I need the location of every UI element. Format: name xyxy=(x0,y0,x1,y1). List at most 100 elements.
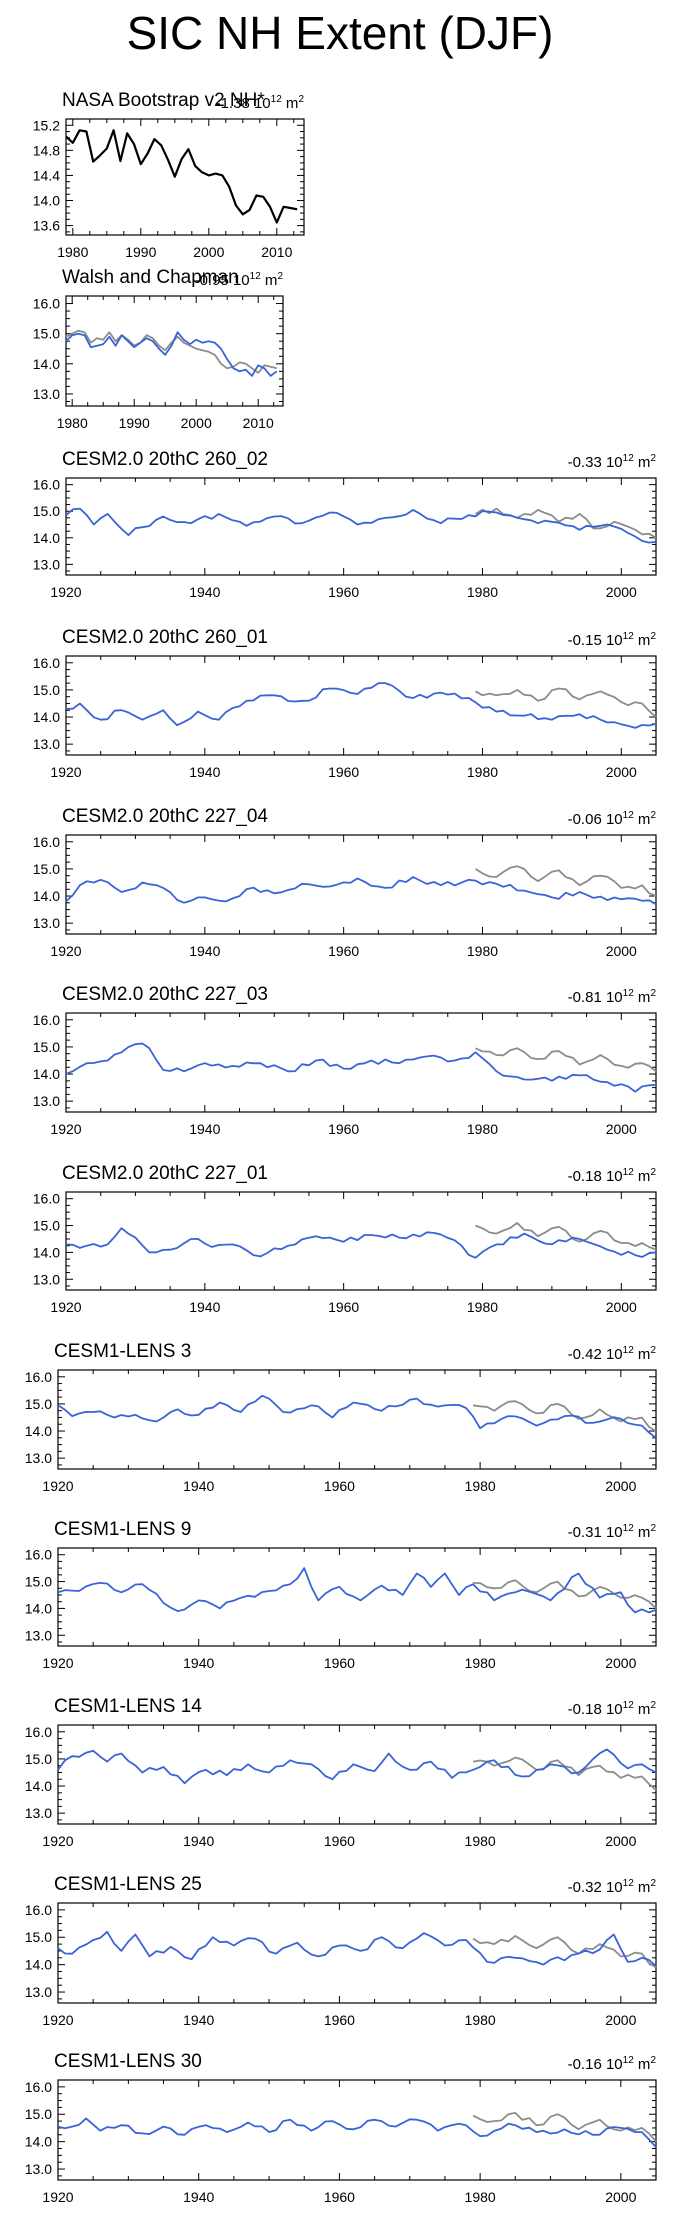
y-tick-label: 15.0 xyxy=(25,1574,52,1590)
y-tick-label: 15.0 xyxy=(25,1929,52,1945)
panel-title: CESM2.0 20thC 227_03 xyxy=(62,984,268,1005)
x-tick-label: 2000 xyxy=(605,1655,636,1671)
x-tick-label: 1920 xyxy=(42,1478,73,1494)
y-tick-label: 16.0 xyxy=(33,296,60,312)
x-tick-label: 2000 xyxy=(606,764,637,780)
y-tick-label: 16.0 xyxy=(25,2079,52,2095)
x-tick-label: 2010 xyxy=(261,244,292,260)
y-tick-label: 15.0 xyxy=(25,2106,52,2122)
x-tick-label: 2000 xyxy=(605,2012,636,2028)
x-tick-label: 1980 xyxy=(57,415,88,431)
trend-label: -1.38 1012 m2 xyxy=(216,94,305,112)
x-tick-label: 1940 xyxy=(189,1121,220,1137)
trend-label: -0.18 1012 m2 xyxy=(568,1700,657,1718)
y-tick-label: 14.0 xyxy=(25,2134,52,2150)
x-tick-label: 1980 xyxy=(465,2189,496,2205)
x-tick-label: 1980 xyxy=(467,584,498,600)
x-tick-label: 1920 xyxy=(50,584,81,600)
y-tick-label: 16.0 xyxy=(25,1369,52,1385)
y-tick-label: 15.0 xyxy=(33,1039,60,1055)
x-tick-label: 1960 xyxy=(328,1299,359,1315)
x-tick-label: 1980 xyxy=(465,2012,496,2028)
plot-frame xyxy=(57,1902,657,2004)
x-tick-label: 2000 xyxy=(606,584,637,600)
chart-panel: 1980 1990 2000 2010 13.6 14.0 14.4 14.8 15.2NASA… xyxy=(33,90,305,260)
x-tick-label: 1980 xyxy=(467,1299,498,1315)
observed-series-line xyxy=(65,129,298,224)
x-tick-label: 1980 xyxy=(465,1655,496,1671)
y-tick-label: 13.0 xyxy=(33,1093,60,1109)
y-tick-label: 16.0 xyxy=(25,1724,52,1740)
plot-frame xyxy=(65,118,305,236)
y-tick-label: 13.0 xyxy=(33,736,60,752)
trend-label: -0.31 1012 m2 xyxy=(568,1523,657,1541)
x-tick-label: 1980 xyxy=(465,1478,496,1494)
x-tick-label: 1960 xyxy=(328,943,359,959)
trend-label: -0.42 1012 m2 xyxy=(568,1345,657,1363)
x-tick-label: 1940 xyxy=(183,1478,214,1494)
x-tick-label: 1980 xyxy=(57,244,88,260)
x-tick-label: 1960 xyxy=(328,584,359,600)
x-tick-label: 1920 xyxy=(50,1299,81,1315)
y-tick-label: 13.0 xyxy=(25,1627,52,1643)
y-tick-label: 13.0 xyxy=(33,386,60,402)
y-tick-label: 14.0 xyxy=(25,1600,52,1616)
trend-label: -0.95 1012 m2 xyxy=(195,271,284,289)
y-tick-label: 14.0 xyxy=(25,1778,52,1794)
model-series-line xyxy=(65,876,657,905)
chart-panel: 1920 1940 1960 1980 2000 13.0 14.0 15.0 16.0CESM… xyxy=(25,1874,657,2028)
y-tick-label: 16.0 xyxy=(25,1547,52,1563)
panel-title: CESM1-LENS 9 xyxy=(54,1519,191,1540)
plot-frame xyxy=(57,1724,657,1825)
y-tick-label: 16.0 xyxy=(33,834,60,850)
chart-panel: 1920 1940 1960 1980 2000 13.0 14.0 15.0 16.0CESM… xyxy=(25,1341,657,1494)
reference-series-line xyxy=(472,1400,657,1432)
y-tick-label: 14.0 xyxy=(33,193,60,209)
panel-title: CESM2.0 20thC 260_02 xyxy=(62,449,268,470)
model-series-line xyxy=(57,1567,657,1614)
x-tick-label: 1940 xyxy=(189,764,220,780)
x-tick-label: 2000 xyxy=(605,1478,636,1494)
plot-frame xyxy=(65,477,657,576)
plot-frame xyxy=(65,655,657,756)
x-tick-label: 1920 xyxy=(50,943,81,959)
x-tick-label: 1920 xyxy=(42,1655,73,1671)
chart-panel: 1920 1940 1960 1980 2000 13.0 14.0 15.0 16.0CESM… xyxy=(33,1163,657,1315)
panel-title: CESM1-LENS 25 xyxy=(54,1874,202,1895)
chart-panel: 1920 1940 1960 1980 2000 13.0 14.0 15.0 16.0CESM… xyxy=(33,449,657,600)
x-tick-label: 2000 xyxy=(606,943,637,959)
x-tick-label: 2000 xyxy=(606,1121,637,1137)
model-series-line xyxy=(57,1930,657,1967)
panel-title: CESM2.0 20thC 260_01 xyxy=(62,627,268,648)
panel-title: CESM1-LENS 14 xyxy=(54,1696,202,1717)
y-tick-label: 14.4 xyxy=(33,167,60,183)
x-tick-label: 1920 xyxy=(42,2012,73,2028)
y-tick-label: 13.0 xyxy=(25,1805,52,1821)
plot-frame xyxy=(57,1369,657,1470)
reference-series-line xyxy=(475,865,657,897)
x-tick-label: 2000 xyxy=(181,415,212,431)
y-tick-label: 15.0 xyxy=(25,1396,52,1412)
panel-title: NASA Bootstrap v2 NH* xyxy=(62,90,265,111)
x-tick-label: 1960 xyxy=(328,764,359,780)
x-tick-label: 2000 xyxy=(605,1833,636,1849)
trend-label: -0.18 1012 m2 xyxy=(568,1167,657,1185)
y-tick-label: 16.0 xyxy=(33,477,60,493)
reference-series-line xyxy=(475,1047,657,1073)
y-tick-label: 16.0 xyxy=(25,1902,52,1918)
x-tick-label: 1980 xyxy=(467,1121,498,1137)
trend-label: -0.06 1012 m2 xyxy=(568,810,657,828)
panel-title: CESM1-LENS 30 xyxy=(54,2051,202,2072)
x-tick-label: 1940 xyxy=(189,584,220,600)
chart-panel: 1920 1940 1960 1980 2000 13.0 14.0 15.0 16.0CESM… xyxy=(25,1519,657,1671)
y-tick-label: 13.0 xyxy=(33,915,60,931)
y-tick-label: 14.0 xyxy=(33,356,60,372)
x-tick-label: 2000 xyxy=(606,1299,637,1315)
model-series-line xyxy=(57,1394,657,1439)
y-tick-label: 13.0 xyxy=(33,556,60,572)
x-tick-label: 1960 xyxy=(324,2189,355,2205)
y-tick-label: 13.0 xyxy=(25,2161,52,2177)
y-tick-label: 16.0 xyxy=(33,655,60,671)
x-tick-label: 1980 xyxy=(467,764,498,780)
